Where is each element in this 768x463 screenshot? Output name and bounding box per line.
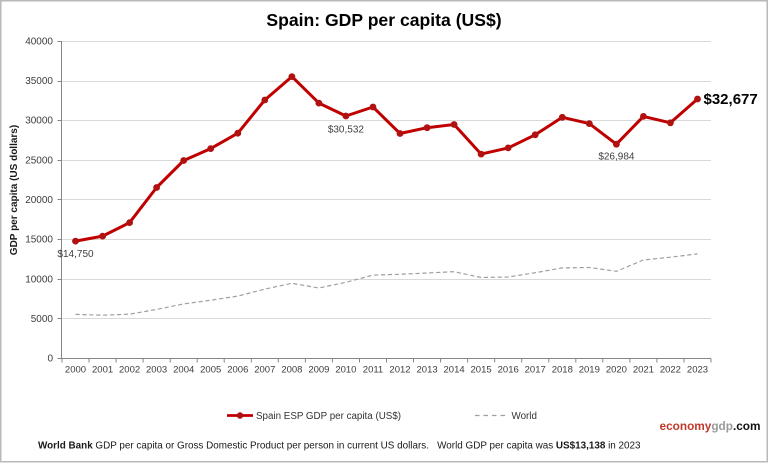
svg-text:GDP per capita (US dollars): GDP per capita (US dollars) — [9, 125, 20, 255]
svg-text:0: 0 — [47, 354, 53, 365]
svg-text:2023: 2023 — [687, 365, 708, 376]
svg-text:2002: 2002 — [119, 365, 140, 376]
svg-text:40000: 40000 — [25, 37, 53, 48]
svg-text:5000: 5000 — [31, 314, 54, 325]
svg-text:2017: 2017 — [525, 365, 546, 376]
svg-text:2000: 2000 — [65, 365, 86, 376]
svg-text:2004: 2004 — [173, 365, 194, 376]
svg-text:25000: 25000 — [25, 155, 53, 166]
svg-text:2018: 2018 — [552, 365, 573, 376]
svg-text:2008: 2008 — [281, 365, 302, 376]
svg-text:2003: 2003 — [146, 365, 167, 376]
svg-text:2007: 2007 — [254, 365, 275, 376]
svg-text:2011: 2011 — [363, 365, 383, 376]
svg-text:$14,750: $14,750 — [57, 249, 94, 260]
svg-text:economygdp.com: economygdp.com — [660, 419, 761, 433]
svg-text:Spain: GDP per capita (US$): Spain: GDP per capita (US$) — [266, 10, 501, 30]
svg-text:2014: 2014 — [444, 365, 465, 376]
svg-text:2012: 2012 — [389, 365, 410, 376]
svg-text:2020: 2020 — [606, 365, 627, 376]
svg-text:2015: 2015 — [471, 365, 492, 376]
svg-text:30000: 30000 — [25, 116, 53, 127]
svg-text:$32,677: $32,677 — [704, 91, 758, 108]
svg-text:2001: 2001 — [92, 365, 113, 376]
svg-text:15000: 15000 — [25, 235, 53, 246]
svg-text:2013: 2013 — [417, 365, 438, 376]
svg-text:2019: 2019 — [579, 365, 600, 376]
svg-text:35000: 35000 — [25, 76, 53, 87]
svg-text:$26,984: $26,984 — [598, 152, 635, 163]
svg-text:2016: 2016 — [498, 365, 519, 376]
svg-text:2009: 2009 — [308, 365, 329, 376]
svg-text:World: World — [512, 411, 537, 422]
svg-text:2005: 2005 — [200, 365, 221, 376]
svg-text:2010: 2010 — [335, 365, 356, 376]
svg-text:10000: 10000 — [25, 274, 53, 285]
svg-text:2022: 2022 — [660, 365, 681, 376]
svg-text:$30,532: $30,532 — [328, 125, 365, 136]
svg-text:Spain ESP GDP per capita (US$): Spain ESP GDP per capita (US$) — [256, 411, 401, 422]
svg-text:20000: 20000 — [25, 195, 53, 206]
svg-text:2006: 2006 — [227, 365, 248, 376]
svg-text:World Bank GDP per capita or G: World Bank GDP per capita or Gross Domes… — [38, 441, 641, 452]
svg-text:2021: 2021 — [633, 365, 654, 376]
